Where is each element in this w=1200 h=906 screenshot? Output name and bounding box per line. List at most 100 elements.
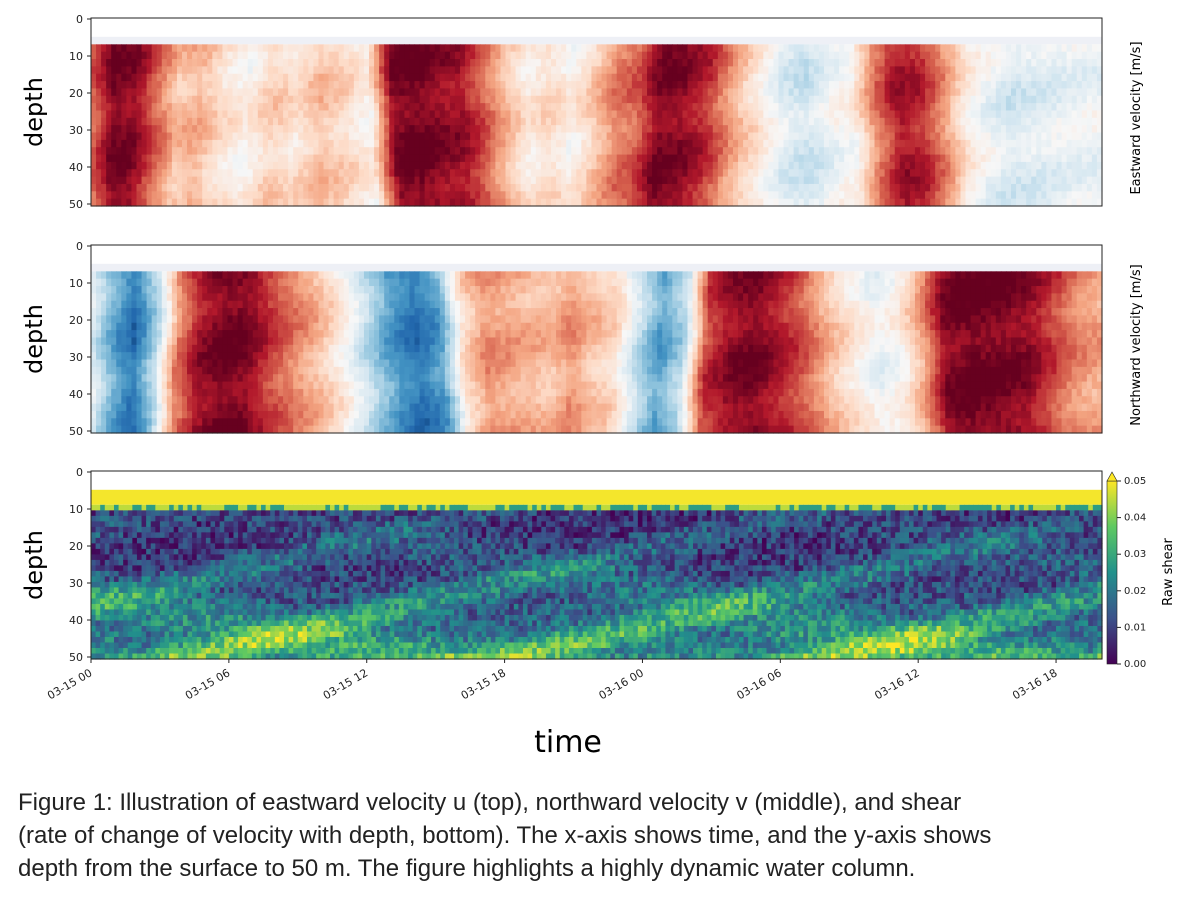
heatmap-cell [556, 183, 562, 192]
heatmap-cell [192, 154, 198, 163]
heatmap-cell [343, 132, 350, 141]
heatmap-cell [187, 44, 193, 53]
heatmap-cell [439, 198, 446, 207]
heatmap-cell [1056, 59, 1063, 67]
heatmap-cell [313, 147, 320, 156]
heatmap-cell [581, 51, 587, 60]
heatmap-cell [161, 344, 168, 353]
heatmap-cell [197, 169, 203, 178]
heatmap-cell [101, 322, 107, 331]
heatmap-cell [106, 59, 112, 67]
heatmap-cell [571, 176, 577, 185]
heatmap-cell [788, 51, 795, 60]
heatmap-cell [738, 169, 744, 178]
heatmap-cell [732, 169, 739, 178]
heatmap-cell [171, 396, 178, 405]
heatmap-cell [106, 344, 112, 353]
heatmap-cell [126, 286, 133, 294]
heatmap-cell [647, 117, 653, 126]
heatmap-cell [859, 125, 866, 134]
heatmap-cell [460, 66, 466, 75]
heatmap-cell [727, 51, 734, 60]
heatmap-cell [899, 59, 906, 67]
heatmap-cell [778, 110, 785, 119]
heatmap-cell [449, 132, 456, 141]
heatmap-cell [460, 161, 466, 170]
heatmap-cell [121, 51, 127, 60]
heatmap-cell [702, 73, 709, 82]
heatmap-cell [111, 278, 117, 287]
heatmap-cell [131, 308, 138, 317]
heatmap-cell [363, 81, 370, 90]
heatmap-cell [970, 51, 977, 60]
heatmap-cell [181, 374, 188, 383]
heatmap-cell [1021, 183, 1027, 192]
heatmap-cell [930, 103, 936, 112]
heatmap-cell [738, 59, 744, 67]
heatmap-cell [91, 95, 97, 104]
heatmap-cell [909, 81, 916, 90]
heatmap-cell [212, 315, 218, 324]
heatmap-cell [621, 191, 628, 200]
heatmap-cell [187, 330, 193, 339]
heatmap-cell [1005, 161, 1012, 170]
heatmap-cell [621, 95, 628, 104]
heatmap-cell [252, 183, 259, 192]
heatmap-cell [1005, 183, 1012, 192]
heatmap-cell [106, 169, 112, 178]
heatmap-cell [884, 139, 891, 148]
heatmap-cell [166, 366, 173, 375]
heatmap-cell [434, 154, 441, 163]
heatmap-cell [844, 125, 850, 134]
heatmap-cell [783, 73, 790, 82]
heatmap-cell [935, 125, 941, 134]
heatmap-cell [844, 198, 850, 207]
heatmap-cell [116, 403, 122, 412]
heatmap-cell [697, 95, 704, 104]
heatmap-cell [288, 183, 294, 192]
heatmap-cell [197, 278, 203, 287]
heatmap-cell [1051, 117, 1058, 126]
heatmap-cell [151, 308, 158, 317]
heatmap-cell [111, 183, 117, 192]
heatmap-cell [166, 66, 173, 75]
heatmap-cell [950, 110, 956, 119]
heatmap-cell [176, 366, 183, 375]
heatmap-cell [707, 59, 714, 67]
heatmap-cell [308, 132, 315, 141]
heatmap-cell [439, 88, 446, 97]
heatmap-cell [667, 59, 673, 67]
heatmap-cell [171, 59, 178, 67]
heatmap-cell [818, 117, 825, 126]
heatmap-cell [616, 73, 623, 82]
heatmap-cell [419, 176, 426, 185]
heatmap-cell [429, 169, 436, 178]
heatmap-cell [652, 51, 658, 60]
heatmap-cell [955, 161, 962, 170]
heatmap-cell [318, 154, 325, 163]
heatmap-cell [611, 44, 618, 53]
heatmap-cell [419, 95, 426, 104]
heatmap-cell [106, 51, 112, 60]
heatmap-cell [141, 161, 148, 170]
heatmap-cell [990, 44, 997, 53]
heatmap-cell [212, 191, 218, 200]
heatmap-cell [950, 95, 956, 104]
heatmap-cell [106, 322, 112, 331]
heatmap-cell [222, 147, 229, 156]
heatmap-cell [1046, 191, 1053, 200]
heatmap-cell [495, 132, 502, 141]
heatmap-cell [738, 103, 744, 112]
heatmap-cell [763, 154, 769, 163]
heatmap-cell [460, 125, 466, 134]
heatmap-cell [874, 73, 881, 82]
heatmap-cell [338, 66, 345, 75]
heatmap-cell [217, 271, 224, 280]
heatmap-cell [616, 59, 623, 67]
heatmap-cell [399, 117, 405, 126]
heatmap-cell [682, 44, 689, 53]
heatmap-cell [1016, 154, 1022, 163]
heatmap-cell [460, 198, 466, 207]
